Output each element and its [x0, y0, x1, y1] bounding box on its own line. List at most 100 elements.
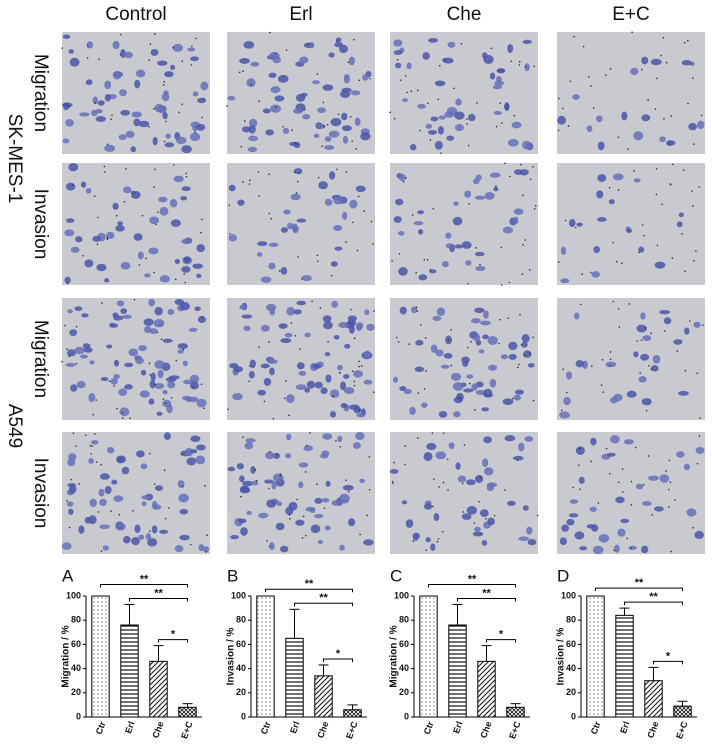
stained-cell: [113, 359, 120, 367]
stained-cell: [333, 224, 343, 231]
stained-cell: [293, 168, 303, 175]
pore: [201, 116, 204, 119]
pore: [181, 103, 183, 105]
stained-cell: [248, 125, 256, 134]
stained-cell: [430, 344, 438, 353]
y-tick-label: 20: [71, 687, 81, 697]
pore: [200, 383, 203, 386]
stained-cell: [298, 370, 307, 376]
stained-cell: [280, 267, 288, 275]
stained-cell: [337, 364, 343, 371]
pore: [392, 482, 394, 485]
pore: [363, 210, 366, 212]
stained-cell: [293, 108, 304, 114]
stained-cell: [167, 381, 176, 389]
stained-cell: [324, 352, 331, 357]
stained-cell: [174, 299, 184, 306]
stained-cell: [329, 411, 337, 418]
stained-cell: [62, 34, 71, 39]
stained-cell: [482, 458, 489, 468]
pore: [698, 186, 700, 188]
stained-cell: [104, 486, 112, 495]
stained-cell: [112, 202, 119, 210]
pore: [663, 330, 666, 332]
significance-label: *: [336, 648, 341, 660]
pore: [500, 246, 503, 249]
stained-cell: [79, 354, 89, 359]
stained-cell: [452, 216, 463, 226]
stained-cell: [97, 100, 105, 106]
pore: [587, 76, 590, 78]
y-tick-label: 100: [561, 590, 576, 600]
stained-cell: [99, 498, 107, 507]
stained-cell: [148, 398, 155, 405]
stained-cell: [409, 406, 416, 416]
stained-cell: [502, 226, 514, 234]
stained-cell: [284, 332, 293, 338]
pore: [696, 372, 698, 375]
pore: [691, 205, 694, 207]
stained-cell: [268, 262, 276, 270]
stained-cell: [328, 130, 340, 138]
pore: [651, 514, 654, 516]
pore: [288, 414, 290, 417]
y-tick-label: 0: [76, 711, 81, 721]
stained-cell: [145, 532, 152, 541]
pore: [181, 453, 183, 456]
significance-bracket: [129, 597, 188, 602]
stained-cell: [430, 543, 436, 551]
stained-cell: [149, 380, 156, 389]
stained-cell: [489, 172, 501, 178]
pore: [533, 208, 536, 210]
pore: [248, 365, 251, 367]
stained-cell: [401, 500, 408, 505]
stained-cell: [560, 246, 567, 256]
pore: [238, 71, 241, 74]
pore: [309, 432, 311, 434]
pore: [622, 491, 624, 493]
pore: [660, 54, 662, 57]
stained-cell: [302, 113, 311, 120]
micrograph: [390, 32, 538, 154]
stained-cell: [301, 275, 312, 282]
stained-cell: [406, 62, 412, 70]
significance-label: **: [482, 587, 491, 599]
y-axis-label: Migration / %: [61, 625, 72, 687]
stained-cell: [641, 398, 652, 406]
stained-cell: [270, 104, 281, 113]
stained-cell: [395, 198, 404, 206]
pore: [655, 168, 658, 170]
pore: [508, 175, 511, 178]
error-bar: [153, 645, 164, 662]
stained-cell: [507, 44, 514, 53]
pore: [613, 549, 615, 552]
pore: [395, 336, 398, 339]
pore: [336, 168, 338, 171]
pore: [190, 64, 193, 66]
stained-cell: [693, 321, 701, 328]
pore: [574, 226, 577, 229]
stained-cell: [427, 129, 438, 135]
pore: [647, 99, 650, 101]
pore: [61, 47, 63, 49]
stained-cell: [426, 442, 437, 451]
pore: [572, 486, 574, 489]
pore: [560, 409, 563, 412]
stained-cell: [659, 136, 666, 143]
stained-cell: [405, 519, 414, 528]
stained-cell: [295, 519, 305, 526]
stained-cell: [136, 450, 145, 458]
pore: [279, 475, 282, 478]
pore: [66, 282, 69, 284]
pore: [248, 380, 250, 383]
stained-cell: [609, 397, 618, 404]
stained-cell: [122, 186, 132, 194]
stained-cell: [592, 545, 604, 555]
stained-cell: [480, 320, 491, 326]
y-tick-label: 20: [236, 687, 246, 697]
pore: [274, 52, 277, 55]
stained-cell: [86, 41, 94, 49]
stained-cell: [150, 372, 156, 382]
pore: [479, 476, 482, 479]
stained-cell: [170, 64, 176, 71]
